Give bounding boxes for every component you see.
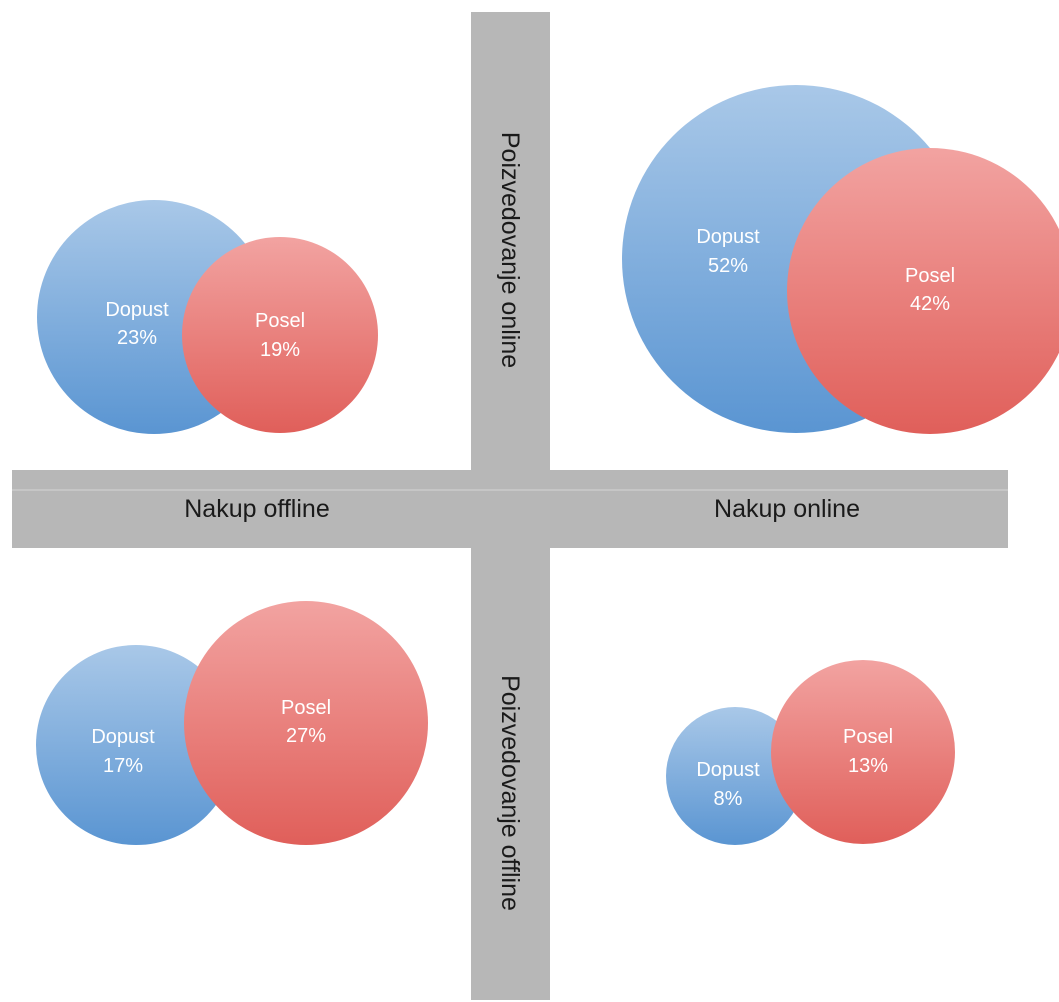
bubble-label-dopust: Dopust [91, 726, 155, 748]
bubble-value-posel: 13% [848, 755, 888, 777]
axis-label-left: Nakup offline [184, 495, 329, 523]
axes: Poizvedovanje online Poizvedovanje offli… [12, 12, 1008, 1000]
quadrant-top-right: Dopust 52% Posel 42% [622, 85, 1059, 434]
bubble-posel [184, 601, 428, 845]
quadrant-bottom-right: Dopust 8% Posel 13% [666, 660, 955, 845]
quadrant-top-left: Dopust 23% Posel 19% [37, 200, 378, 434]
bubble-label-dopust: Dopust [696, 759, 760, 781]
bubble-posel [771, 660, 955, 844]
bubble-posel [787, 148, 1059, 434]
bubble-label-posel: Posel [905, 265, 955, 287]
bubble-value-posel: 42% [910, 293, 950, 315]
bubble-dopust [36, 645, 236, 845]
bubble-value-dopust: 52% [708, 255, 748, 277]
horizontal-axis-bar [12, 470, 1008, 548]
bubble-value-dopust: 8% [714, 788, 743, 810]
bubble-value-posel: 19% [260, 339, 300, 361]
bubble-value-dopust: 23% [117, 327, 157, 349]
bubble-label-dopust: Dopust [696, 226, 760, 248]
bubble-value-posel: 27% [286, 725, 326, 747]
quadrant-bottom-left: Dopust 17% Posel 27% [36, 601, 428, 845]
bubble-value-dopust: 17% [103, 755, 143, 777]
axis-label-top: Poizvedovanje online [496, 132, 524, 368]
bubble-posel [182, 237, 378, 433]
bubble-label-posel: Posel [843, 726, 893, 748]
bubble-label-posel: Posel [281, 697, 331, 719]
axis-label-right: Nakup online [714, 495, 860, 523]
bubble-label-posel: Posel [255, 310, 305, 332]
bubble-dopust [666, 707, 804, 845]
bubble-label-dopust: Dopust [105, 299, 169, 321]
axis-label-bottom: Poizvedovanje offline [496, 675, 524, 911]
